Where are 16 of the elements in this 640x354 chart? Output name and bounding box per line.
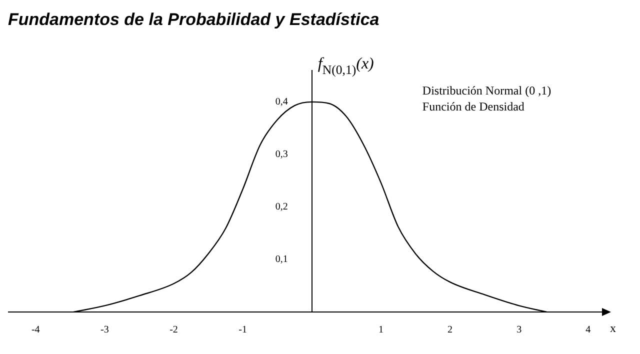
x-tick-label: -4 [31, 324, 40, 336]
x-tick-label: -1 [238, 324, 248, 336]
annotation: Función de Densidad [422, 99, 524, 114]
x-tick-label: 4 [586, 324, 591, 336]
x-tick-label: -2 [170, 324, 178, 336]
annotation: Distribución Normal (0 ,1) [422, 83, 552, 98]
y-tick-label: 0,1 [275, 254, 288, 266]
y-tick-label: 0,3 [275, 149, 288, 160]
x-axis-title: x [610, 321, 616, 335]
x-tick-label: 3 [516, 324, 522, 336]
y-tick-label: 0,4 [275, 96, 288, 108]
x-tick-label: 2 [448, 324, 453, 336]
y-tick-label: 0,2 [275, 202, 288, 213]
x-tick-label: 1 [378, 324, 384, 336]
x-tick-label: -3 [100, 324, 109, 336]
chart-title: Fundamentos de la Probabilidad y Estadística [8, 10, 380, 29]
